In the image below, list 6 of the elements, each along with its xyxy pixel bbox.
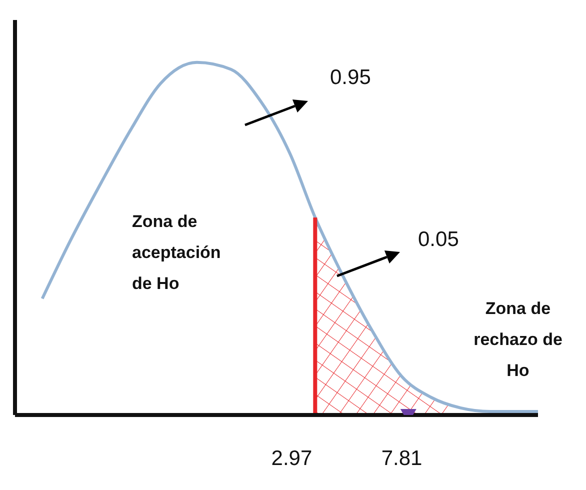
annotation: Zona de aceptación de Ho <box>132 211 222 295</box>
annotation: 0.95 <box>330 66 372 90</box>
annotation: Zona de rechazo de Ho <box>472 298 564 382</box>
x-tick-label: 2.97 <box>271 447 312 470</box>
x-tick-label: 7.81 <box>381 447 422 470</box>
annotation: 0.05 <box>418 228 460 252</box>
